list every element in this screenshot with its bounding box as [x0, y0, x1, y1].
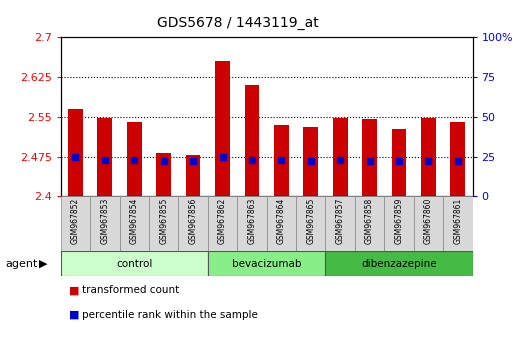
Bar: [296, 196, 325, 251]
Bar: [450, 122, 465, 196]
Bar: [90, 196, 119, 251]
Bar: [208, 196, 237, 251]
Text: GSM967862: GSM967862: [218, 198, 227, 244]
Bar: [119, 196, 149, 251]
Bar: [421, 118, 436, 196]
Bar: [414, 196, 443, 251]
Text: GSM967863: GSM967863: [248, 198, 257, 245]
Bar: [178, 196, 208, 251]
Bar: [325, 196, 355, 251]
Text: GSM967859: GSM967859: [394, 198, 403, 245]
Text: ▶: ▶: [39, 259, 47, 269]
Bar: [186, 155, 201, 196]
Bar: [98, 118, 112, 196]
Bar: [325, 251, 473, 276]
Text: GSM967864: GSM967864: [277, 198, 286, 245]
Text: GSM967857: GSM967857: [336, 198, 345, 245]
Bar: [61, 251, 208, 276]
Text: dibenzazepine: dibenzazepine: [361, 259, 437, 269]
Bar: [149, 196, 178, 251]
Bar: [156, 153, 171, 196]
Bar: [68, 109, 83, 196]
Text: agent: agent: [5, 259, 37, 269]
Bar: [127, 122, 142, 196]
Bar: [274, 125, 289, 196]
Text: GSM967856: GSM967856: [188, 198, 197, 245]
Bar: [333, 118, 347, 196]
Bar: [443, 196, 473, 251]
Bar: [215, 61, 230, 196]
Text: transformed count: transformed count: [82, 285, 179, 295]
Bar: [237, 196, 267, 251]
Text: ■: ■: [69, 285, 79, 295]
Bar: [267, 196, 296, 251]
Text: GSM967861: GSM967861: [454, 198, 463, 244]
Text: bevacizumab: bevacizumab: [232, 259, 301, 269]
Text: GSM967853: GSM967853: [100, 198, 109, 245]
Text: control: control: [116, 259, 153, 269]
Text: GSM967860: GSM967860: [424, 198, 433, 245]
Text: GSM967858: GSM967858: [365, 198, 374, 244]
Text: GSM967852: GSM967852: [71, 198, 80, 244]
Bar: [384, 196, 414, 251]
Text: GSM967855: GSM967855: [159, 198, 168, 245]
Bar: [362, 120, 377, 196]
Bar: [244, 85, 259, 196]
Bar: [392, 129, 407, 196]
Text: GSM967854: GSM967854: [130, 198, 139, 245]
Text: ■: ■: [69, 310, 79, 320]
Bar: [61, 196, 90, 251]
Text: GDS5678 / 1443119_at: GDS5678 / 1443119_at: [157, 16, 318, 30]
Bar: [208, 251, 325, 276]
Text: percentile rank within the sample: percentile rank within the sample: [82, 310, 258, 320]
Bar: [304, 127, 318, 196]
Bar: [355, 196, 384, 251]
Text: GSM967865: GSM967865: [306, 198, 315, 245]
